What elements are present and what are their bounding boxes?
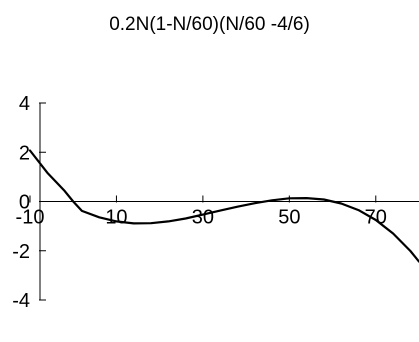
- chart-tick-labels: 4 2 0 -2 -4 -10 10 30 50 70: [12, 93, 387, 312]
- chart-series: [28, 149, 419, 263]
- y-tick-label: 4: [19, 93, 30, 115]
- x-tick-label: 10: [105, 207, 127, 229]
- y-tick-label: -2: [12, 241, 30, 263]
- series-line: [28, 149, 419, 263]
- x-tick-label: -10: [16, 207, 45, 229]
- y-tick-label: 0: [19, 192, 30, 214]
- chart-title: 0.2N(1-N/60)(N/60 -4/6): [109, 14, 310, 35]
- x-tick-label: 30: [192, 207, 214, 229]
- y-tick-label: 2: [19, 142, 30, 164]
- chart-axes: [39, 103, 419, 300]
- chart-ticks: [29, 102, 377, 301]
- x-tick-label: 70: [365, 207, 387, 229]
- y-tick-label: -4: [12, 290, 30, 312]
- x-tick-label: 50: [278, 207, 300, 229]
